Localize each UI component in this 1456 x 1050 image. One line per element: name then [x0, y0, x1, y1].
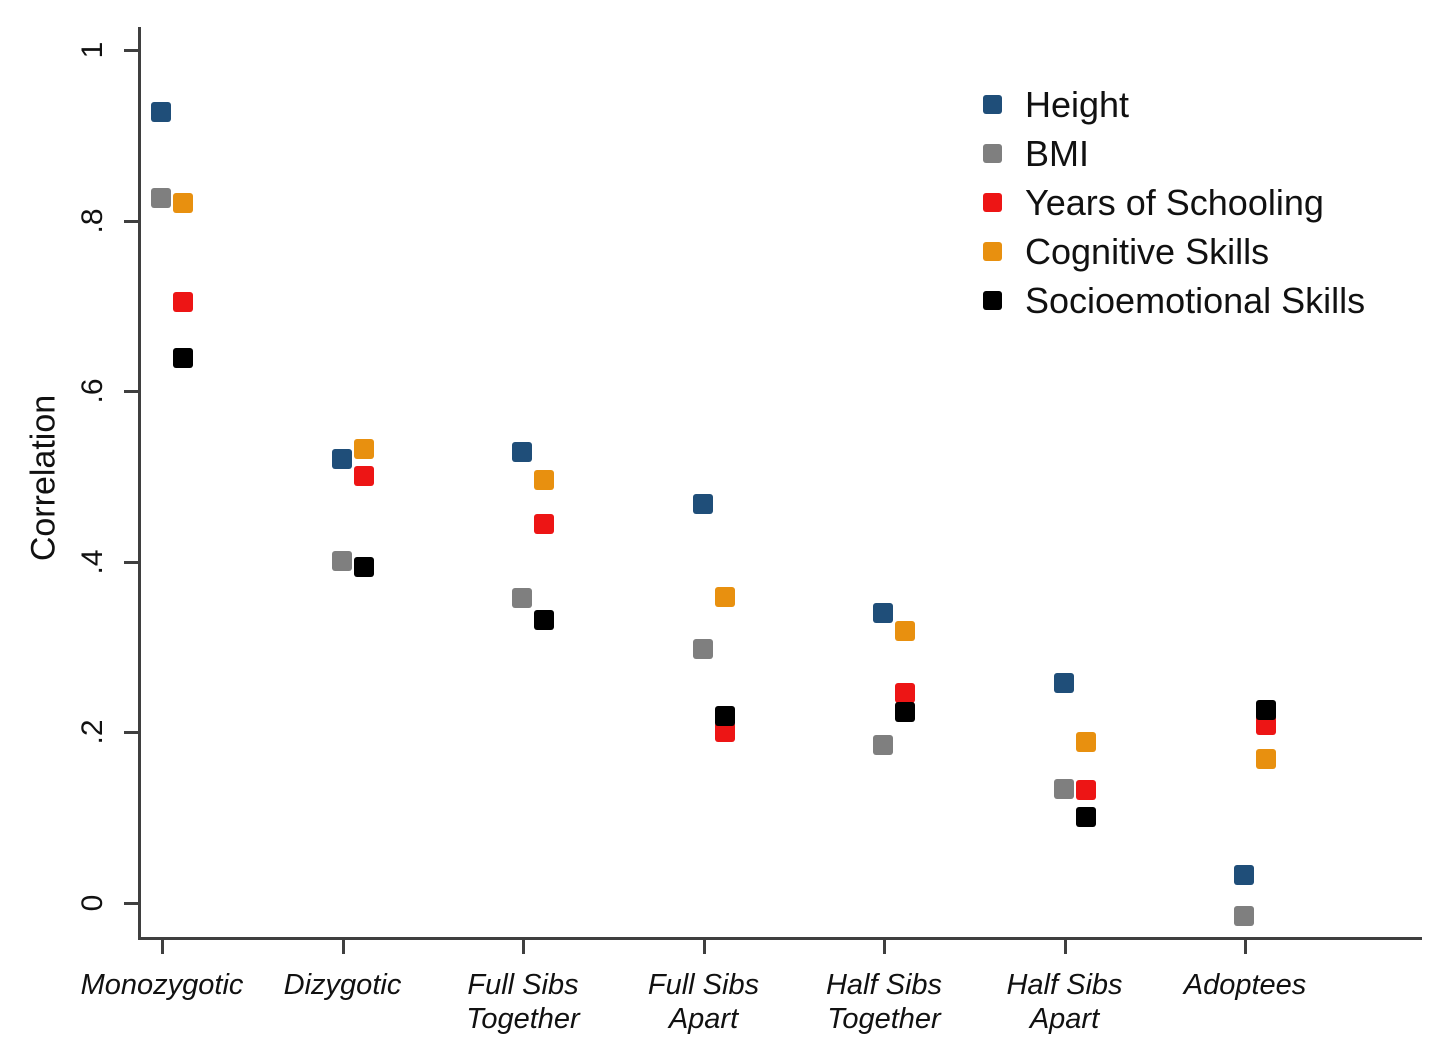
x-category-label-line: Monozygotic — [80, 969, 244, 1001]
x-tick-mark — [883, 940, 886, 954]
y-tick-mark — [124, 731, 139, 735]
point-cognitive-skills-dizygotic — [353, 439, 374, 460]
point-years-of-schooling-monozygotic — [173, 291, 193, 312]
point-bmi-half-sibs-apart — [1053, 778, 1074, 799]
x-category-label-line: Full Sibs — [467, 969, 579, 1001]
y-tick-label: 0 — [76, 894, 109, 912]
y-tick-mark — [124, 560, 139, 564]
y-tick-label: 1 — [76, 41, 109, 59]
legend-marker-square-icon — [983, 193, 1002, 212]
point-socioemotional-skills-monozygotic — [173, 347, 193, 368]
point-socioemotional-skills-full-sibs-together — [534, 609, 554, 630]
legend-marker-square-icon — [983, 95, 1002, 114]
point-socioemotional-skills-dizygotic — [353, 556, 374, 577]
x-axis-line — [138, 937, 1422, 940]
x-tick-mark — [1244, 940, 1247, 954]
legend-item-years-of-schooling: Years of Schooling — [983, 178, 1365, 227]
x-category-label-line: Half Sibs — [825, 969, 943, 1001]
point-cognitive-skills-half-sibs-apart — [1075, 731, 1096, 752]
x-tick-mark — [1063, 940, 1067, 954]
point-cognitive-skills-monozygotic — [173, 192, 193, 213]
legend: Height BMI Years of Schooling Cognitive Ski… — [983, 80, 1365, 325]
legend-item-bmi: BMI — [983, 129, 1365, 178]
legend-label: Cognitive Skills — [1025, 230, 1270, 272]
x-category-label-line: Adoptees — [1183, 969, 1307, 1001]
x-category-label-line: Apart — [1029, 1003, 1100, 1035]
legend-marker-square-icon — [983, 291, 1002, 310]
y-tick-label: .8 — [76, 208, 109, 234]
x-category-label-full-sibs-apart: Full Sibs Apart — [648, 968, 759, 1036]
point-bmi-full-sibs-apart — [692, 638, 713, 659]
legend-label: BMI — [1025, 132, 1090, 174]
x-category-label-dizygotic: Dizygotic — [284, 968, 402, 1002]
x-category-label-half-sibs-apart: Half Sibs Apart — [1006, 968, 1122, 1036]
point-bmi-half-sibs-together — [873, 735, 893, 756]
legend-item-cognitive-skills: Cognitive Skills — [983, 227, 1365, 276]
legend-label: Height — [1025, 83, 1130, 125]
point-height-half-sibs-apart — [1053, 672, 1074, 693]
y-axis-line — [138, 27, 141, 940]
x-tick-mark — [341, 940, 345, 954]
point-height-dizygotic — [331, 449, 352, 470]
y-tick-mark — [124, 219, 139, 223]
x-category-label-line: Together — [827, 1003, 941, 1035]
y-tick-label: .6 — [76, 378, 109, 404]
x-category-label-line: Together — [466, 1003, 580, 1035]
x-category-label-monozygotic: Monozygotic — [81, 968, 244, 1002]
point-years-of-schooling-dizygotic — [353, 465, 374, 486]
point-socioemotional-skills-adoptees — [1256, 700, 1276, 721]
point-height-full-sibs-together — [512, 441, 532, 462]
point-socioemotional-skills-half-sibs-together — [895, 701, 915, 722]
y-tick-label: .2 — [76, 719, 109, 745]
point-height-adoptees — [1234, 864, 1254, 885]
point-bmi-monozygotic — [151, 187, 171, 208]
x-tick-mark — [161, 940, 164, 954]
x-category-label-half-sibs-together: Half Sibs Together — [826, 968, 942, 1036]
x-category-label-line: Apart — [668, 1003, 739, 1035]
legend-marker-square-icon — [983, 144, 1002, 163]
x-tick-mark — [522, 940, 525, 954]
point-height-half-sibs-together — [873, 602, 893, 623]
point-height-monozygotic — [151, 102, 171, 123]
legend-item-socioemotional-skills: Socioemotional Skills — [983, 276, 1365, 325]
point-cognitive-skills-half-sibs-together — [895, 620, 915, 641]
x-category-label-full-sibs-together: Full Sibs Together — [466, 968, 579, 1036]
point-height-full-sibs-apart — [692, 493, 713, 514]
point-years-of-schooling-half-sibs-together — [895, 683, 915, 704]
legend-marker-square-icon — [983, 242, 1002, 261]
y-tick-mark — [124, 902, 139, 905]
point-socioemotional-skills-half-sibs-apart — [1075, 806, 1096, 827]
point-years-of-schooling-full-sibs-together — [534, 514, 554, 535]
point-cognitive-skills-full-sibs-apart — [714, 586, 735, 607]
point-years-of-schooling-full-sibs-apart — [714, 722, 735, 743]
point-bmi-adoptees — [1234, 905, 1254, 926]
point-bmi-full-sibs-together — [512, 587, 532, 608]
x-category-label-adoptees: Adoptees — [1184, 968, 1307, 1002]
y-axis-title: Correlation — [24, 394, 63, 562]
x-category-label-line: Half Sibs — [1006, 969, 1123, 1001]
point-bmi-dizygotic — [331, 550, 352, 571]
legend-label: Socioemotional Skills — [1025, 279, 1366, 321]
y-tick-label: .4 — [76, 549, 109, 575]
y-tick-mark — [124, 390, 139, 394]
x-category-label-line: Full Sibs — [647, 969, 760, 1001]
y-tick-mark — [124, 49, 139, 52]
x-tick-mark — [702, 940, 706, 954]
point-cognitive-skills-full-sibs-together — [534, 469, 554, 490]
point-socioemotional-skills-full-sibs-apart — [714, 706, 735, 727]
point-cognitive-skills-adoptees — [1256, 748, 1276, 769]
x-category-label-line: Dizygotic — [283, 969, 402, 1001]
legend-label: Years of Schooling — [1025, 181, 1324, 223]
legend-item-height: Height — [983, 80, 1365, 129]
point-years-of-schooling-half-sibs-apart — [1075, 780, 1096, 801]
